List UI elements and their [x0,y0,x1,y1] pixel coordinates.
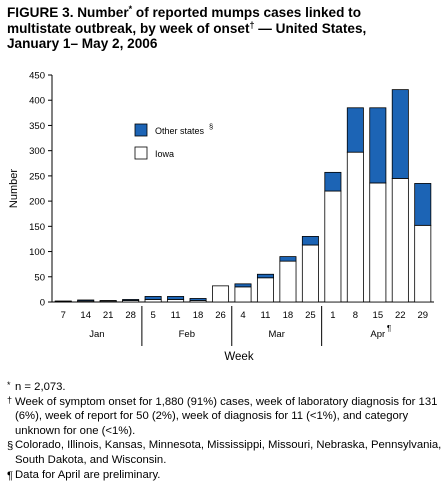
legend-footnote-mark: § [209,122,213,131]
bar-other-states [144,296,162,300]
bar-iowa [324,190,342,303]
bar-other-states [77,299,95,302]
bar-other-states [346,107,364,153]
y-tick-label: 150 [29,222,45,233]
footnote-week-definition: † Week of symptom onset for 1,880 (91%) … [7,395,443,439]
bar-iowa [369,182,387,303]
legend-label-other-states: Other states [155,126,205,136]
y-axis-title: Number [8,169,20,208]
title-line-1: FIGURE 3. Number* of reported mumps case… [7,4,362,21]
footnotes: * n = 2,073. † Week of symptom onset for… [7,380,443,482]
bar-other-states [122,299,140,301]
bar-iowa [346,151,364,303]
footnote-text: Colorado, Illinois, Kansas, Minnesota, M… [15,439,442,466]
bar-other-states [414,183,432,226]
y-tick-label: 450 [29,71,45,82]
x-axis-title: Week [224,351,253,363]
footnote-mark: § [7,440,14,453]
bar-iowa [212,285,230,303]
bar-other-states [167,296,185,300]
bar-iowa [256,277,274,303]
month-label: Jan [89,329,104,340]
month-label: Mar [269,329,285,340]
title-line-2: multistate outbreak, by week of onset† —… [7,19,367,36]
bar-other-states [279,256,297,262]
bar-other-states [54,300,72,302]
x-tick-label: 29 [417,310,428,321]
footnote-text: n = 2,073. [15,381,66,393]
footnote-n: * n = 2,073. [7,380,443,395]
bar-iowa [301,244,319,303]
x-tick-label: 18 [283,310,294,321]
bar-iowa [234,286,252,303]
y-tick-label: 0 [40,298,45,309]
x-tick-label: 7 [61,310,66,321]
month-label: Apr [370,329,385,340]
chart-legend: Other states § Iowa [134,122,213,160]
x-tick-label: 5 [150,310,155,321]
figure-title: FIGURE 3. Number* of reported mumps case… [7,5,443,52]
bar-iowa [391,178,409,303]
title-line-3: January 1– May 2, 2006 [7,36,158,51]
bar-other-states [369,107,387,184]
x-tick-label: 1 [330,310,335,321]
footnote-mark: * [7,380,11,390]
x-tick-label: 15 [373,310,384,321]
bar-other-states [301,236,319,246]
x-tick-label: 21 [103,310,114,321]
bar-other-states [189,298,207,301]
y-tick-label: 350 [29,121,45,132]
bar-other-states [324,171,342,192]
x-tick-label: 11 [171,310,181,321]
legend-label-iowa: Iowa [155,149,174,159]
footnote-text: Data for April are preliminary. [15,468,161,481]
month-footnote-mark: ¶ [387,324,391,333]
x-tick-label: 14 [80,310,91,321]
x-tick-label: 25 [305,310,316,321]
footnote-mark: † [7,394,13,405]
footnote-mark: ¶ [7,469,14,482]
x-tick-label: 18 [193,310,204,321]
bar-iowa [414,224,432,303]
y-tick-label: 200 [29,197,45,208]
bar-other-states [99,300,117,302]
x-tick-label: 11 [261,310,271,321]
x-tick-label: 26 [215,310,226,321]
bar-other-states [391,89,409,179]
y-tick-label: 100 [29,247,45,258]
legend-swatch-iowa [134,146,148,160]
y-tick-label: 50 [34,272,45,283]
bar-other-states [234,283,252,288]
legend-swatch-other-states [134,123,148,137]
bar-iowa [279,260,297,303]
bar-other-states [256,273,274,279]
chart-bars [54,89,432,303]
footnote-text: Week of symptom onset for 1,880 (91%) ca… [15,395,438,437]
x-tick-label: 28 [125,310,136,321]
footnote-april: ¶ Data for April are preliminary. [7,468,443,483]
footnote-other-states: § Colorado, Illinois, Kansas, Minnesota,… [7,438,443,467]
x-tick-label: 4 [240,310,245,321]
y-tick-label: 300 [29,146,45,157]
x-tick-label: 8 [353,310,358,321]
y-tick-label: 250 [29,171,45,182]
y-tick-label: 400 [29,96,45,107]
x-tick-label: 22 [395,310,406,321]
month-label: Feb [179,329,195,340]
